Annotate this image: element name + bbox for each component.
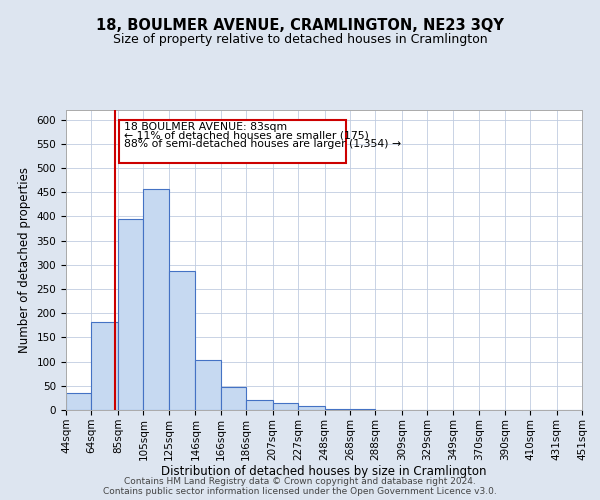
Bar	[91, 322, 118, 410]
Bar	[143, 190, 169, 410]
X-axis label: Distribution of detached houses by size in Cramlington: Distribution of detached houses by size …	[161, 466, 487, 478]
Bar	[272, 402, 298, 410]
FancyBboxPatch shape	[119, 120, 346, 163]
Bar	[169, 271, 196, 410]
Bar	[325, 408, 350, 410]
Bar	[118, 220, 143, 410]
Text: 18, BOULMER AVENUE, CRAMLINGTON, NE23 3QY: 18, BOULMER AVENUE, CRAMLINGTON, NE23 3Q…	[96, 18, 504, 32]
Bar	[66, 393, 91, 410]
Text: 18 BOULMER AVENUE: 83sqm: 18 BOULMER AVENUE: 83sqm	[124, 122, 287, 132]
Text: 88% of semi-detached houses are larger (1,354) →: 88% of semi-detached houses are larger (…	[124, 138, 401, 148]
Bar	[221, 387, 246, 410]
Text: Size of property relative to detached houses in Cramlington: Size of property relative to detached ho…	[113, 32, 487, 46]
Bar	[196, 360, 221, 410]
Bar	[246, 400, 272, 410]
Y-axis label: Number of detached properties: Number of detached properties	[18, 167, 31, 353]
Text: ← 11% of detached houses are smaller (175): ← 11% of detached houses are smaller (17…	[124, 130, 369, 140]
Text: Contains HM Land Registry data © Crown copyright and database right 2024.: Contains HM Land Registry data © Crown c…	[124, 477, 476, 486]
Bar	[350, 409, 376, 410]
Text: Contains public sector information licensed under the Open Government Licence v3: Contains public sector information licen…	[103, 487, 497, 496]
Bar	[298, 406, 325, 410]
